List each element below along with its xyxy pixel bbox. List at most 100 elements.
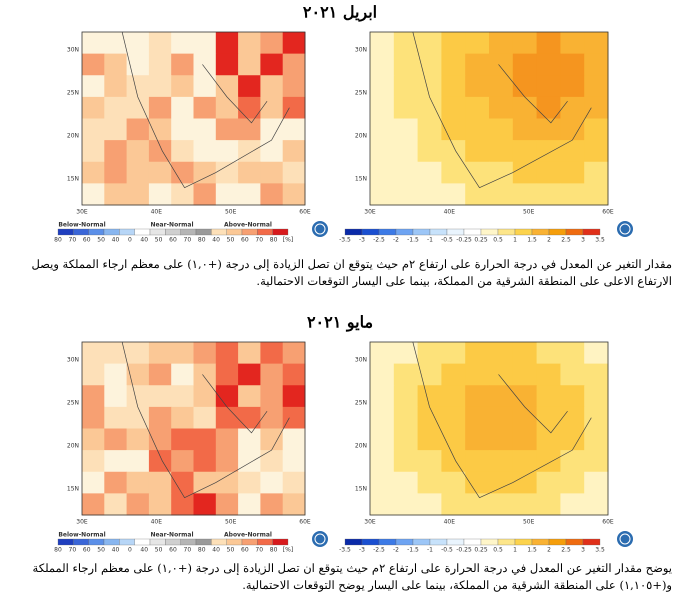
- legend-tick: 1: [513, 237, 517, 244]
- coastline: [121, 31, 290, 189]
- legend-tick: 70: [69, 547, 77, 554]
- lon-label: 30E: [76, 209, 88, 216]
- legend-tick: -2.5: [373, 237, 385, 244]
- map-cell: [441, 471, 466, 494]
- map-cell: [417, 471, 442, 494]
- map-cell: [393, 96, 419, 119]
- map-cell: [536, 363, 561, 386]
- legend-tick: 70: [255, 237, 263, 244]
- legend-swatch: [226, 538, 243, 546]
- map-cell: [171, 363, 194, 386]
- map-cell: [370, 32, 395, 55]
- map-cell: [215, 428, 239, 451]
- map-cell: [489, 140, 514, 163]
- map-cell: [584, 32, 609, 55]
- logo: [314, 533, 326, 545]
- map-cell: [512, 363, 538, 386]
- map-cell: [560, 53, 585, 76]
- map-cell: [465, 493, 490, 516]
- legend-swatch: [211, 538, 227, 546]
- map-cell: [82, 493, 105, 516]
- map-cell: [512, 161, 538, 184]
- map-cell: [126, 342, 150, 365]
- map-cell: [104, 96, 128, 119]
- map-cell: [393, 183, 419, 206]
- legend-tick: -2: [393, 547, 399, 554]
- logo: [619, 223, 631, 235]
- legend-tick: 50: [155, 237, 163, 244]
- map-cell: [260, 342, 284, 365]
- map-cell: [148, 450, 172, 473]
- legend-swatch: [119, 228, 135, 236]
- map-cell: [171, 342, 194, 365]
- legend-tick: 50: [227, 237, 235, 244]
- map-cell: [441, 493, 466, 516]
- map-cell: [260, 363, 284, 386]
- map-cell: [584, 140, 609, 163]
- lon-label: 30E: [76, 519, 88, 526]
- map-cell: [512, 428, 538, 451]
- map-cell: [417, 75, 442, 98]
- map-cell: [560, 406, 585, 429]
- legend-tick: -3.5: [339, 547, 351, 554]
- map-cell: [465, 53, 490, 76]
- map-cell: [82, 96, 105, 119]
- map-cell: [215, 140, 239, 163]
- map-cell: [489, 493, 514, 516]
- legend-swatch: [429, 538, 448, 546]
- map-cell: [126, 363, 150, 386]
- lat-label: 15N: [67, 176, 79, 183]
- map-cell: [536, 183, 561, 206]
- map-cell: [512, 342, 538, 365]
- legend-group: Above-Normal: [224, 222, 272, 229]
- map-cell: [104, 471, 128, 494]
- legend-swatch: [134, 228, 151, 236]
- lat-label: 15N: [67, 486, 79, 493]
- map-cell: [260, 118, 284, 141]
- map-cell: [512, 118, 538, 141]
- map-cell: [193, 363, 217, 386]
- legend-tick: 2: [547, 547, 551, 554]
- map-cell: [126, 161, 150, 184]
- map-cell: [82, 406, 105, 429]
- lon-label: 60E: [299, 209, 311, 216]
- lat-label: 25N: [67, 90, 79, 97]
- map-cell: [82, 161, 105, 184]
- map-cell: [512, 450, 538, 473]
- legend-tick: -0.25: [456, 547, 472, 554]
- legend-swatch: [88, 538, 105, 546]
- map-cell: [441, 450, 466, 473]
- lon-label: 60E: [602, 209, 614, 216]
- legend-swatch: [180, 228, 197, 236]
- map-cell: [193, 75, 217, 98]
- map-cell: [584, 493, 609, 516]
- map-cell: [104, 363, 128, 386]
- legend-tick: -1.5: [407, 547, 419, 554]
- legend-tick: 80: [198, 547, 206, 554]
- map-cell: [193, 428, 217, 451]
- legend-swatch: [88, 228, 105, 236]
- map-cell: [82, 118, 105, 141]
- legend-tick: -1: [427, 547, 433, 554]
- map-cell: [260, 406, 284, 429]
- map-cell: [560, 385, 585, 408]
- map-cell: [370, 96, 395, 119]
- map-cell: [536, 471, 561, 494]
- map-cell: [489, 96, 514, 119]
- map-cell: [193, 385, 217, 408]
- lat-label: 30N: [355, 47, 367, 54]
- map-cell: [417, 406, 442, 429]
- map-cell: [171, 140, 194, 163]
- legend-tick: 3: [581, 237, 585, 244]
- legend-swatch: [257, 228, 273, 236]
- legend-swatch: [149, 538, 166, 546]
- legend-swatch: [463, 228, 482, 236]
- map-cell: [126, 385, 150, 408]
- map-cell: [560, 32, 585, 55]
- legend-swatch: [582, 538, 601, 546]
- map-cell: [489, 471, 514, 494]
- map-cell: [238, 363, 261, 386]
- map-cell: [536, 53, 561, 76]
- map-cell: [393, 118, 419, 141]
